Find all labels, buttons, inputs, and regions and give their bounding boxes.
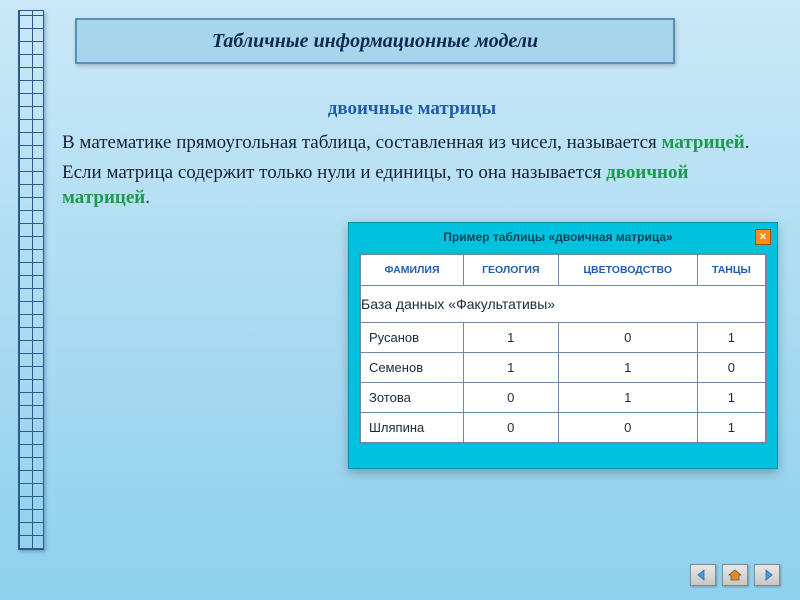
paragraph-2: Если матрица содержит только нули и един… — [62, 160, 762, 211]
para2-prefix: Если матрица содержит только нули и един… — [62, 162, 606, 183]
cell: Семенов — [361, 353, 464, 383]
table-header-row: ФАМИЛИЯ ГЕОЛОГИЯ ЦВЕТОВОДСТВО ТАНЦЫ — [361, 255, 766, 286]
close-icon: × — [760, 231, 766, 243]
nav-controls — [690, 564, 780, 586]
table-container: База данных «Факультативы» ФАМИЛИЯ ГЕОЛО… — [359, 253, 767, 444]
cell: 1 — [697, 413, 765, 443]
example-popup: Пример таблицы «двоичная матрица» × База… — [348, 222, 778, 469]
col-header: ФАМИЛИЯ — [361, 255, 464, 286]
table-row: Русанов 1 0 1 — [361, 323, 766, 353]
cell: 1 — [697, 323, 765, 353]
cell: 1 — [463, 323, 558, 353]
para1-keyword: матрицей — [662, 132, 745, 153]
table-row: Семенов 1 1 0 — [361, 353, 766, 383]
close-button[interactable]: × — [755, 229, 771, 245]
cell: 1 — [697, 383, 765, 413]
cell: 1 — [558, 383, 697, 413]
arrow-left-icon — [696, 569, 710, 581]
col-header: ТАНЦЫ — [697, 255, 765, 286]
cell: 1 — [558, 353, 697, 383]
cell: 0 — [463, 413, 558, 443]
table-row: Шляпина 0 0 1 — [361, 413, 766, 443]
decorative-grid-border — [18, 10, 44, 550]
cell: 0 — [697, 353, 765, 383]
prev-button[interactable] — [690, 564, 716, 586]
subtitle: двоичные матрицы — [62, 98, 762, 120]
home-icon — [727, 568, 743, 582]
binary-matrix-table: База данных «Факультативы» ФАМИЛИЯ ГЕОЛО… — [360, 254, 766, 443]
next-button[interactable] — [754, 564, 780, 586]
para2-suffix: . — [145, 187, 150, 208]
table-body: Русанов 1 0 1 Семенов 1 1 0 Зотова 0 1 1 — [361, 323, 766, 443]
col-header: ГЕОЛОГИЯ — [463, 255, 558, 286]
para1-prefix: В математике прямоугольная таблица, сост… — [62, 132, 662, 153]
cell: 0 — [558, 413, 697, 443]
cell: Русанов — [361, 323, 464, 353]
cell: 1 — [463, 353, 558, 383]
para1-suffix: . — [745, 132, 750, 153]
slide-title: Табличные информационные модели — [212, 30, 538, 53]
slide-title-box: Табличные информационные модели — [75, 18, 675, 64]
content-area: двоичные матрицы В математике прямоуголь… — [62, 98, 762, 215]
cell: 0 — [463, 383, 558, 413]
arrow-right-icon — [760, 569, 774, 581]
table-caption: База данных «Факультативы» — [361, 286, 766, 323]
col-header: ЦВЕТОВОДСТВО — [558, 255, 697, 286]
popup-header: Пример таблицы «двоичная матрица» × — [349, 223, 777, 251]
paragraph-1: В математике прямоугольная таблица, сост… — [62, 130, 762, 156]
popup-title: Пример таблицы «двоичная матрица» — [361, 230, 755, 244]
cell: Зотова — [361, 383, 464, 413]
table-row: Зотова 0 1 1 — [361, 383, 766, 413]
home-button[interactable] — [722, 564, 748, 586]
cell: 0 — [558, 323, 697, 353]
cell: Шляпина — [361, 413, 464, 443]
